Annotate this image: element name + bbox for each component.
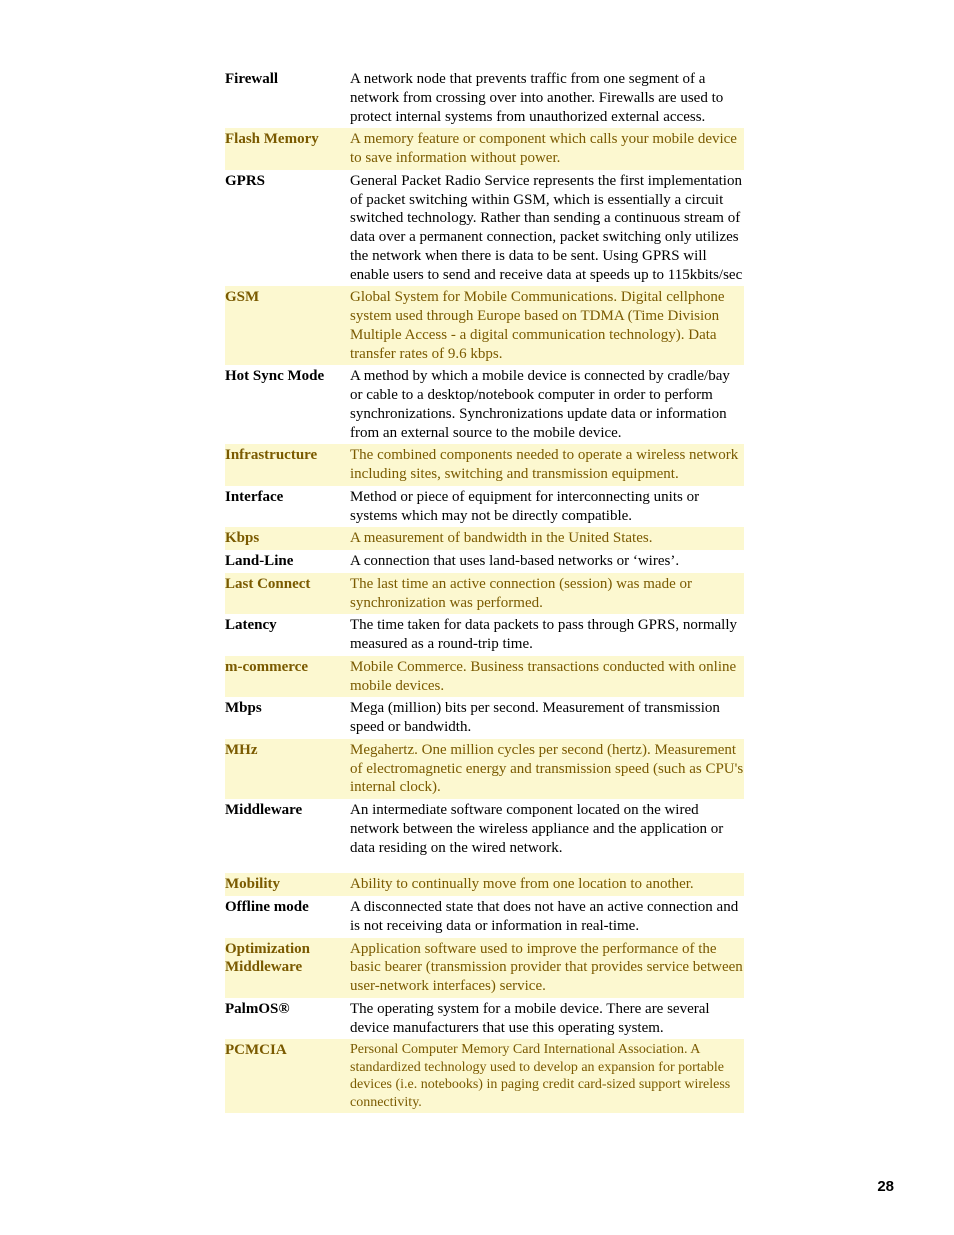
glossary-term: Last Connect — [225, 573, 350, 596]
glossary-definition: Method or piece of equipment for interco… — [350, 486, 744, 528]
glossary-definition: Mobile Commerce. Business transactions c… — [350, 656, 744, 698]
glossary-term: Middleware — [225, 799, 350, 822]
glossary-row: MobilityAbility to continually move from… — [225, 873, 744, 896]
glossary-term: Latency — [225, 614, 350, 637]
glossary-term: GSM — [225, 286, 350, 309]
glossary-definition: A network node that prevents traffic fro… — [350, 68, 744, 128]
glossary-definition: A measurement of bandwidth in the United… — [350, 527, 744, 550]
glossary-page: FirewallA network node that prevents tra… — [0, 0, 954, 1113]
glossary-term: Firewall — [225, 68, 350, 91]
glossary-row: FirewallA network node that prevents tra… — [225, 68, 744, 128]
glossary-row: InterfaceMethod or piece of equipment fo… — [225, 486, 744, 528]
glossary-definition: Global System for Mobile Communications.… — [350, 286, 744, 365]
glossary-row: MHzMegahertz. One million cycles per sec… — [225, 739, 744, 799]
glossary-term: Flash Memory — [225, 128, 350, 151]
glossary-term: Hot Sync Mode — [225, 365, 350, 388]
glossary-row: PalmOS®The operating system for a mobile… — [225, 998, 744, 1040]
glossary-definition: The time taken for data packets to pass … — [350, 614, 744, 656]
glossary-term: Mobility — [225, 873, 350, 896]
glossary-term: GPRS — [225, 170, 350, 193]
glossary-row: PCMCIAPersonal Computer Memory Card Inte… — [225, 1039, 744, 1113]
glossary-row: m-commerceMobile Commerce. Business tran… — [225, 656, 744, 698]
glossary-definition: Application software used to improve the… — [350, 938, 744, 998]
glossary-term: MHz — [225, 739, 350, 762]
page-number: 28 — [877, 1178, 894, 1195]
glossary-row: KbpsA measurement of bandwidth in the Un… — [225, 527, 744, 550]
glossary-definition: Mega (million) bits per second. Measurem… — [350, 697, 744, 739]
glossary-row: Flash MemoryA memory feature or componen… — [225, 128, 744, 170]
glossary-term: Infrastructure — [225, 444, 350, 467]
glossary-row: Hot Sync ModeA method by which a mobile … — [225, 365, 744, 444]
glossary-definition: A connection that uses land-based networ… — [350, 550, 744, 573]
glossary-term: Interface — [225, 486, 350, 509]
glossary-row: Last ConnectThe last time an active conn… — [225, 573, 744, 615]
glossary-term: Offline mode — [225, 896, 350, 919]
glossary-row: InfrastructureThe combined components ne… — [225, 444, 744, 486]
glossary-row: Offline modeA disconnected state that do… — [225, 896, 744, 938]
glossary-table: FirewallA network node that prevents tra… — [225, 68, 744, 1113]
glossary-definition: Ability to continually move from one loc… — [350, 873, 744, 896]
glossary-row: LatencyThe time taken for data packets t… — [225, 614, 744, 656]
glossary-row: MbpsMega (million) bits per second. Meas… — [225, 697, 744, 739]
glossary-definition: Personal Computer Memory Card Internatio… — [350, 1039, 744, 1113]
glossary-row: MiddlewareAn intermediate software compo… — [225, 799, 744, 859]
glossary-row: Optimization MiddlewareApplication softw… — [225, 938, 744, 998]
glossary-definition: The combined components needed to operat… — [350, 444, 744, 486]
glossary-definition: An intermediate software component locat… — [350, 799, 744, 859]
glossary-row: GPRSGeneral Packet Radio Service represe… — [225, 170, 744, 287]
glossary-definition: A method by which a mobile device is con… — [350, 365, 744, 444]
glossary-term: Land-Line — [225, 550, 350, 573]
glossary-row: Land-LineA connection that uses land-bas… — [225, 550, 744, 573]
spacer-row — [225, 859, 744, 873]
glossary-term: PalmOS® — [225, 998, 350, 1021]
glossary-definition: A disconnected state that does not have … — [350, 896, 744, 938]
glossary-term: Kbps — [225, 527, 350, 550]
glossary-definition: Megahertz. One million cycles per second… — [350, 739, 744, 799]
glossary-term: PCMCIA — [225, 1039, 350, 1062]
glossary-term: Optimization Middleware — [225, 938, 350, 980]
glossary-definition: General Packet Radio Service represents … — [350, 170, 744, 287]
glossary-row: GSMGlobal System for Mobile Communicatio… — [225, 286, 744, 365]
glossary-definition: A memory feature or component which call… — [350, 128, 744, 170]
glossary-definition: The operating system for a mobile device… — [350, 998, 744, 1040]
glossary-term: m-commerce — [225, 656, 350, 679]
glossary-term: Mbps — [225, 697, 350, 720]
glossary-definition: The last time an active connection (sess… — [350, 573, 744, 615]
